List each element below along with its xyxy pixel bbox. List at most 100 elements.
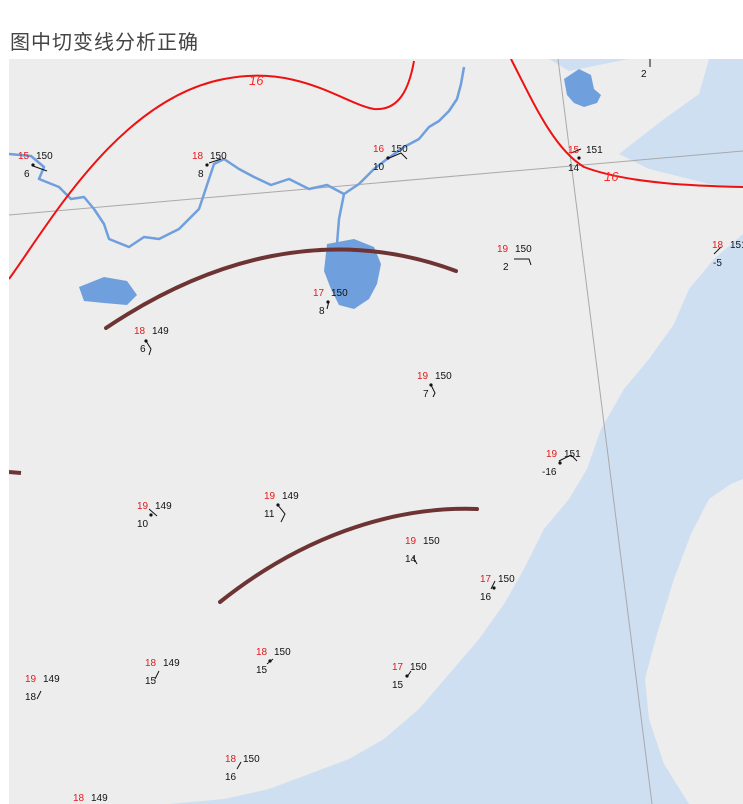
isobar-16 xyxy=(510,59,743,188)
station-dew: 2 xyxy=(641,69,647,80)
page-title: 图中切变线分析正确 xyxy=(10,30,199,54)
station: 18 149 6 xyxy=(134,326,169,355)
station-pressure: 149 xyxy=(155,501,172,512)
isobar-16 xyxy=(9,60,415,280)
station-temp: 18 xyxy=(712,240,724,251)
station: 16 150 10 xyxy=(373,144,408,173)
station-temp: 18 xyxy=(256,647,268,658)
station-dot xyxy=(31,163,35,167)
station: 17 150 8 xyxy=(313,288,348,317)
station-dew: 8 xyxy=(319,306,325,317)
station: 17 150 16 xyxy=(480,574,515,603)
station-dew: 10 xyxy=(373,162,385,173)
lake-poyang xyxy=(324,239,381,309)
station-dew: 16 xyxy=(225,772,237,783)
station-temp: 19 xyxy=(25,674,37,685)
station: 19 150 14 xyxy=(405,536,440,565)
station-temp: 15 xyxy=(18,151,30,162)
station-dew: 6 xyxy=(24,169,30,180)
station: 19 149 10 xyxy=(137,501,172,530)
station-dot xyxy=(492,586,496,590)
station: 15 151 14 xyxy=(568,145,603,174)
station-temp: 17 xyxy=(313,288,325,299)
station-dot xyxy=(326,300,330,304)
station: 18 150 15 xyxy=(256,647,291,676)
station-pressure: 151 xyxy=(586,145,603,156)
station-pressure: 149 xyxy=(43,674,60,685)
station: 19 151 -16 xyxy=(542,449,581,478)
station: 15 150 6 xyxy=(18,151,53,180)
station: 19 149 11 xyxy=(264,491,299,520)
station-pressure: 151 xyxy=(730,240,743,251)
stations: 15 150 6 18 150 8 16 150 10 15 151 14 2 … xyxy=(18,69,743,804)
station-pressure: 150 xyxy=(435,371,452,382)
station-dew: 7 xyxy=(423,389,429,400)
station: 2 xyxy=(641,69,647,80)
station-temp: 19 xyxy=(405,536,417,547)
station-temp: 17 xyxy=(480,574,492,585)
shear-line-north xyxy=(104,247,458,330)
station-dew: 11 xyxy=(264,509,275,520)
station-dot xyxy=(205,163,209,167)
river-branch xyxy=(335,193,346,245)
station: 17 150 15 xyxy=(392,662,427,691)
station-pressure: 150 xyxy=(498,574,515,585)
station-dew: 15 xyxy=(145,676,157,687)
station-pressure: 149 xyxy=(163,658,180,669)
station-temp: 19 xyxy=(264,491,276,502)
station-dew: 2 xyxy=(503,262,509,273)
station: 18 150 16 xyxy=(225,754,260,783)
station-pressure: 150 xyxy=(210,151,227,162)
station-temp: 15 xyxy=(568,145,580,156)
station-temp: 18 xyxy=(192,151,204,162)
station-pressure: 149 xyxy=(91,793,108,804)
station: 18 150 8 xyxy=(192,151,227,180)
station-temp: 19 xyxy=(417,371,429,382)
station-dot xyxy=(276,503,280,507)
station: 19 149 18 xyxy=(25,674,60,703)
station-dew: 14 xyxy=(405,554,417,565)
station: 19 150 2 xyxy=(497,244,532,273)
station-pressure: 151 xyxy=(564,449,581,460)
station-pressure: 150 xyxy=(243,754,260,765)
station: 18 149 15 xyxy=(145,658,180,687)
lake-dongting xyxy=(79,277,137,305)
shear-line-south xyxy=(218,506,479,604)
shear-line-west xyxy=(9,470,22,475)
station-temp: 18 xyxy=(145,658,157,669)
station-dew: -16 xyxy=(542,467,557,478)
grid-line xyxy=(557,59,653,804)
island-taiwan xyxy=(645,479,743,804)
isobar-label: 16 xyxy=(604,169,619,184)
station-pressure: 150 xyxy=(274,647,291,658)
station: 19 150 7 xyxy=(417,371,452,400)
station-pressure: 149 xyxy=(152,326,169,337)
weather-map: 16 16 15 150 6 18 150 8 16 150 10 xyxy=(9,59,743,804)
station-dew: 15 xyxy=(392,680,404,691)
station-dew: 14 xyxy=(568,163,580,174)
station-dot xyxy=(405,674,409,678)
station-dew: 18 xyxy=(25,692,37,703)
rivers xyxy=(9,66,466,249)
mainland xyxy=(9,59,743,804)
station-temp: 19 xyxy=(497,244,509,255)
station-temp: 19 xyxy=(546,449,558,460)
station-dot xyxy=(149,513,153,517)
station-pressure: 150 xyxy=(391,144,408,155)
station: 18 149 xyxy=(73,793,108,804)
station-dew: 10 xyxy=(137,519,149,530)
station-dot xyxy=(577,156,581,160)
grid-line xyxy=(9,150,743,216)
station-dot xyxy=(386,156,390,160)
lake xyxy=(564,69,601,107)
station-pressure: 150 xyxy=(36,151,53,162)
station-dot xyxy=(558,461,562,465)
station-temp: 18 xyxy=(225,754,237,765)
station-dew: 15 xyxy=(256,665,268,676)
station-temp: 16 xyxy=(373,144,385,155)
station-pressure: 150 xyxy=(410,662,427,673)
station-temp: 18 xyxy=(134,326,146,337)
station-dot xyxy=(144,339,148,343)
station-temp: 18 xyxy=(73,793,85,804)
station-temp: 17 xyxy=(392,662,404,673)
